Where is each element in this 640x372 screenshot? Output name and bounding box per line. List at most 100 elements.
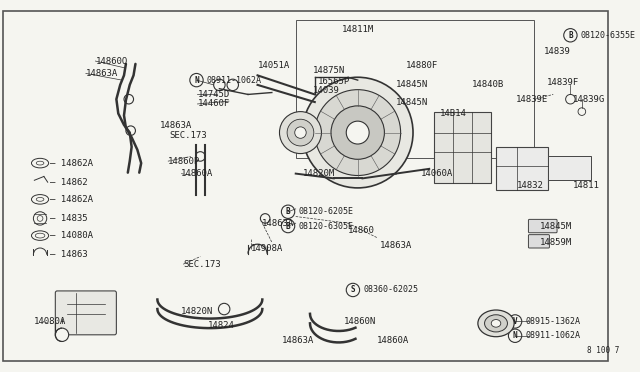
FancyBboxPatch shape (55, 291, 116, 335)
Text: 08915-1362A: 08915-1362A (525, 317, 580, 326)
Text: 14839E: 14839E (516, 95, 548, 104)
Text: 14039: 14039 (313, 86, 340, 95)
Text: 14839: 14839 (544, 47, 571, 56)
Text: 14863A: 14863A (86, 69, 118, 78)
Circle shape (287, 119, 314, 146)
Text: N: N (194, 76, 199, 84)
Text: 14860A: 14860A (181, 169, 214, 178)
Text: 08911-1062A: 08911-1062A (525, 331, 580, 340)
Text: 14820M: 14820M (303, 169, 335, 178)
Circle shape (196, 152, 205, 161)
Text: 14839F: 14839F (547, 78, 579, 87)
Text: 14908A: 14908A (251, 244, 283, 253)
Text: 14860N: 14860N (344, 317, 376, 326)
Circle shape (190, 73, 203, 87)
Text: — 14835: — 14835 (50, 214, 87, 223)
Text: — 14862A: — 14862A (50, 195, 93, 204)
Text: SEC.173: SEC.173 (170, 131, 207, 140)
FancyBboxPatch shape (529, 219, 557, 233)
FancyBboxPatch shape (434, 112, 492, 183)
Ellipse shape (31, 231, 49, 240)
Circle shape (282, 219, 295, 233)
Ellipse shape (478, 310, 514, 337)
Circle shape (508, 315, 522, 328)
Text: 16565P: 16565P (317, 77, 350, 86)
Text: 14845N: 14845N (396, 80, 428, 89)
Text: 08360-62025: 08360-62025 (364, 285, 419, 295)
Circle shape (218, 303, 230, 315)
Text: B: B (285, 222, 291, 231)
Circle shape (214, 79, 225, 91)
Circle shape (295, 127, 306, 138)
Ellipse shape (36, 198, 44, 201)
Text: 14832: 14832 (517, 180, 544, 190)
Text: — 14863: — 14863 (50, 250, 87, 259)
Text: 14860P: 14860P (168, 157, 200, 166)
Text: N: N (513, 331, 517, 340)
Text: — 14862: — 14862 (50, 178, 87, 187)
FancyBboxPatch shape (529, 235, 549, 248)
Text: 14060A: 14060A (420, 169, 453, 178)
Text: — 14862A: — 14862A (50, 158, 93, 168)
Text: 14051A: 14051A (257, 61, 290, 70)
Text: 14B14: 14B14 (440, 109, 467, 118)
Circle shape (227, 79, 239, 91)
Circle shape (566, 94, 575, 104)
Circle shape (315, 90, 401, 176)
Text: V: V (513, 317, 517, 326)
Circle shape (33, 212, 47, 225)
Text: 14460F: 14460F (198, 99, 230, 109)
Circle shape (282, 205, 295, 218)
Text: S: S (351, 285, 355, 295)
Text: B: B (285, 207, 291, 216)
Text: 14811: 14811 (573, 180, 600, 190)
Text: — 14080A: — 14080A (50, 231, 93, 240)
Circle shape (280, 112, 321, 154)
Text: 08120-6355E: 08120-6355E (581, 31, 636, 40)
Ellipse shape (31, 195, 49, 204)
Text: B: B (568, 31, 573, 40)
Circle shape (564, 29, 577, 42)
FancyBboxPatch shape (3, 12, 607, 360)
Ellipse shape (484, 315, 508, 332)
Circle shape (126, 126, 136, 135)
Text: 08120-6305E: 08120-6305E (298, 222, 353, 231)
Text: 14863A: 14863A (160, 121, 193, 131)
Text: 08120-6205E: 08120-6205E (298, 207, 353, 216)
Ellipse shape (492, 320, 500, 327)
Text: 14863A: 14863A (380, 241, 412, 250)
Circle shape (260, 214, 270, 223)
Text: 14839G: 14839G (573, 95, 605, 104)
Ellipse shape (31, 158, 49, 168)
Ellipse shape (35, 233, 45, 238)
Text: 08911-1062A: 08911-1062A (207, 76, 262, 84)
Circle shape (124, 94, 134, 104)
Text: 14859M: 14859M (540, 238, 572, 247)
Text: 14811M: 14811M (342, 25, 374, 34)
FancyBboxPatch shape (548, 157, 591, 180)
Text: 8 100 7: 8 100 7 (587, 346, 619, 355)
Text: 14863A: 14863A (282, 336, 314, 345)
Text: SEC.173: SEC.173 (183, 260, 221, 269)
Text: 14860: 14860 (348, 226, 375, 235)
Circle shape (55, 328, 68, 341)
Text: 14880F: 14880F (405, 61, 438, 70)
Circle shape (346, 283, 360, 296)
FancyBboxPatch shape (496, 147, 548, 190)
Text: 14824: 14824 (208, 321, 235, 330)
Text: 14845N: 14845N (396, 97, 428, 106)
Circle shape (346, 121, 369, 144)
Ellipse shape (36, 161, 44, 165)
Text: 14875N: 14875N (313, 66, 345, 75)
Circle shape (331, 106, 385, 159)
Text: 14845M: 14845M (540, 222, 572, 231)
Text: 14820N: 14820N (181, 307, 214, 317)
Text: 14745D: 14745D (198, 90, 230, 99)
Circle shape (578, 108, 586, 115)
Text: 14860Q: 14860Q (95, 57, 127, 65)
Circle shape (302, 77, 413, 188)
Circle shape (508, 329, 522, 343)
Text: 14860A: 14860A (377, 336, 409, 345)
Text: 14080A: 14080A (33, 317, 66, 326)
Circle shape (37, 215, 43, 221)
